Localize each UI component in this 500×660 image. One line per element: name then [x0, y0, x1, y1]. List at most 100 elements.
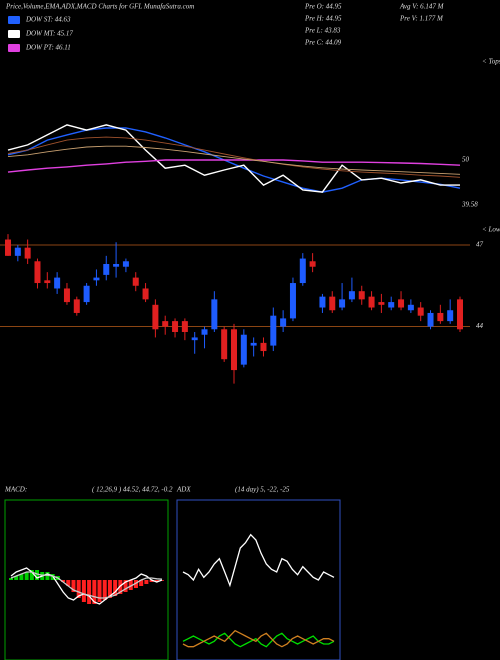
candle-body	[172, 321, 179, 332]
candle-body	[54, 277, 61, 289]
candle-body	[122, 261, 129, 267]
histogram-bar	[61, 580, 66, 582]
histogram-bar	[102, 580, 107, 600]
histogram-bar	[81, 580, 86, 602]
candle-body	[211, 299, 218, 330]
series-line	[182, 629, 335, 648]
series-line	[10, 571, 163, 599]
histogram-bar	[149, 580, 154, 582]
candle-body	[319, 296, 326, 308]
legend-label: DOW MT: 45.17	[25, 30, 73, 38]
candle-body	[270, 315, 277, 346]
stat: Pre H: 44.95	[304, 15, 342, 23]
candle-body	[24, 247, 31, 259]
histogram-bar	[14, 576, 19, 580]
series-line	[182, 533, 335, 588]
candle-body	[280, 318, 287, 327]
histogram-bar	[113, 580, 118, 596]
histogram-bar	[24, 572, 29, 580]
y-tick-label: 47	[476, 241, 484, 249]
histogram-bar	[123, 580, 128, 592]
candle-body	[63, 288, 70, 303]
histogram-bar	[71, 580, 76, 592]
histogram-bar	[128, 580, 133, 590]
panel-title: ADX	[176, 486, 191, 494]
histogram-bar	[19, 574, 24, 580]
candle-body	[191, 337, 198, 341]
histogram-bar	[87, 580, 92, 604]
series-line	[7, 136, 461, 178]
series-line	[182, 632, 335, 648]
candle-body	[73, 299, 80, 313]
candle-body	[14, 247, 21, 256]
panel-subtitle: ( 12,26,9 ) 44.52, 44.72, -0.2	[92, 486, 173, 494]
candle-body	[5, 239, 11, 256]
candle-body	[240, 334, 247, 365]
histogram-bar	[9, 578, 13, 580]
histogram-bar	[133, 580, 138, 588]
candle-body	[44, 280, 51, 284]
candle-body	[231, 329, 237, 371]
histogram-bar	[97, 580, 102, 602]
candle-body	[103, 264, 110, 275]
candle-body	[447, 310, 454, 322]
panel-border	[176, 499, 341, 660]
histogram-bar	[139, 580, 144, 586]
page-title: Price,Volume,EMA,ADX,MACD Charts for GFL…	[5, 3, 194, 11]
candle-body	[289, 283, 296, 319]
candle-body	[329, 296, 336, 311]
candle-body	[309, 261, 316, 267]
stat: Pre L: 43.83	[304, 27, 341, 35]
candle-body	[83, 285, 90, 303]
histogram-bar	[144, 580, 149, 584]
legend-label: DOW PT: 46.11	[25, 44, 71, 52]
series-line	[7, 124, 460, 193]
candle-body	[437, 312, 444, 322]
annotation: < Lows	[482, 226, 500, 234]
candle-body	[368, 296, 375, 308]
candle-body	[113, 264, 120, 267]
candle-body	[132, 277, 139, 286]
candle-body	[152, 304, 159, 330]
annotation: < Tops	[482, 58, 500, 66]
candle-body	[339, 299, 346, 308]
histogram-bar	[76, 580, 81, 598]
candle-body	[162, 321, 169, 327]
panel-title: MACD:	[4, 486, 27, 494]
histogram-bar	[35, 570, 40, 580]
legend-swatch	[8, 30, 20, 38]
histogram-bar	[154, 580, 159, 582]
candle-body	[93, 277, 100, 281]
candle-body	[221, 329, 228, 360]
legend-swatch	[8, 44, 20, 52]
candle-body	[250, 342, 257, 346]
candle-body	[201, 329, 208, 335]
candle-body	[260, 342, 267, 352]
stat: Avg V: 6.147 M	[399, 3, 445, 11]
candle-body	[417, 307, 424, 316]
candle-body	[388, 302, 395, 308]
histogram-bar	[92, 580, 97, 604]
legend-swatch	[8, 16, 20, 24]
histogram-bar	[29, 570, 34, 580]
stat: Pre O: 44.95	[304, 3, 342, 11]
y-tick-label: 50	[462, 156, 470, 164]
candle-body	[457, 299, 463, 330]
stat: Pre V: 1.177 M	[399, 15, 444, 23]
candle-body	[299, 258, 306, 284]
legend-label: DOW ST: 44.63	[25, 16, 71, 24]
candle-body	[348, 291, 355, 300]
candle-body	[358, 291, 365, 300]
histogram-bar	[107, 580, 112, 598]
histogram-bar	[118, 580, 123, 594]
candle-body	[34, 261, 41, 284]
panel-border	[4, 499, 169, 660]
candle-body	[398, 299, 405, 308]
histogram-bar	[66, 580, 71, 586]
candle-body	[427, 312, 434, 327]
panel-subtitle: (14 day) 5, -22, -25	[235, 486, 290, 494]
candle-body	[142, 288, 149, 300]
candle-body	[378, 302, 385, 305]
